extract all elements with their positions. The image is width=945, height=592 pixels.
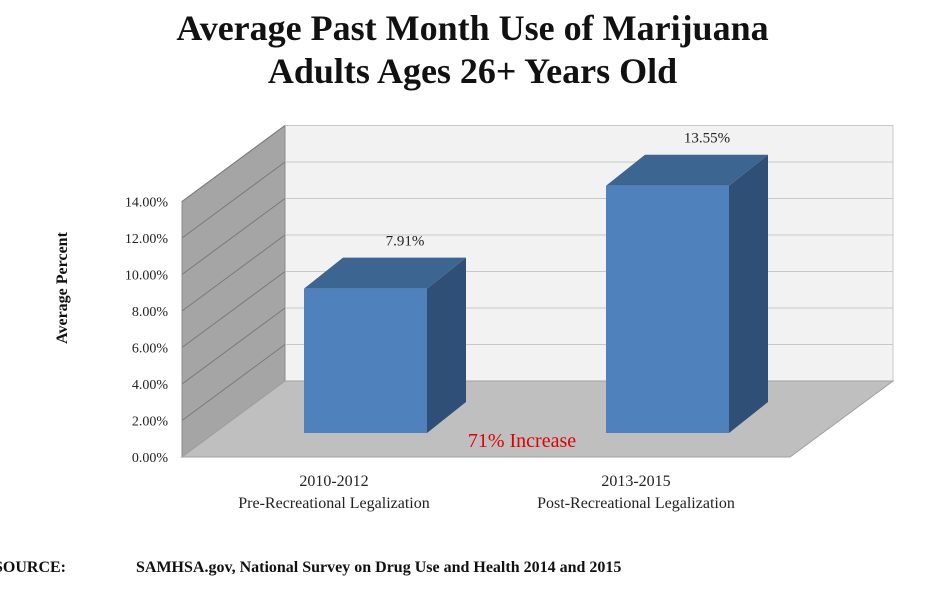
gridline-side — [181, 161, 286, 239]
increase-annotation: 71% Increase — [468, 430, 576, 452]
data-label: 7.91% — [386, 234, 425, 250]
gridline-side — [181, 198, 286, 275]
gridline-side — [181, 234, 286, 312]
y-tick-label: 10.00% — [125, 269, 169, 284]
y-tick-label: 2.00% — [132, 415, 169, 430]
y-tick-label: 14.00% — [125, 196, 169, 211]
bar — [606, 185, 729, 433]
gridline-side — [181, 307, 286, 385]
y-tick-label: 4.00% — [132, 378, 169, 393]
y-axis-title: Average Percent — [54, 231, 71, 343]
y-tick-label: 6.00% — [132, 342, 169, 357]
gridline-side — [181, 344, 286, 421]
bar-top — [304, 257, 466, 289]
chart-title-line-1: Average Past Month Use of Marijuana — [176, 8, 769, 48]
source-label: SOURCE: — [0, 559, 67, 576]
data-label: 13.55% — [684, 131, 730, 147]
gridline-side — [181, 125, 286, 202]
bar-side — [729, 154, 768, 433]
gridline-side — [181, 271, 286, 348]
y-tick-label: 12.00% — [125, 232, 169, 247]
x-tick-label-period: 2010-2012 — [299, 473, 368, 490]
x-tick-label-period: 2013-2015 — [601, 473, 670, 490]
bar-side — [427, 257, 466, 433]
chart-area: 0.00% 2.00% 4.00% 6.00% 8.00% 10.00% 12.00% 14.… — [54, 124, 895, 512]
chart-title-line-2: Adults Ages 26+ Years Old — [267, 51, 678, 91]
bar — [304, 288, 427, 433]
y-tick-label: 0.00% — [132, 451, 169, 466]
x-tick-label-phase: Post-Recreational Legalization — [537, 495, 735, 512]
bar-top — [606, 154, 768, 186]
source-text: SAMHSA.gov, National Survey on Drug Use … — [136, 559, 622, 576]
x-tick-label-phase: Pre-Recreational Legalization — [238, 495, 429, 512]
y-tick-label: 8.00% — [132, 305, 169, 320]
